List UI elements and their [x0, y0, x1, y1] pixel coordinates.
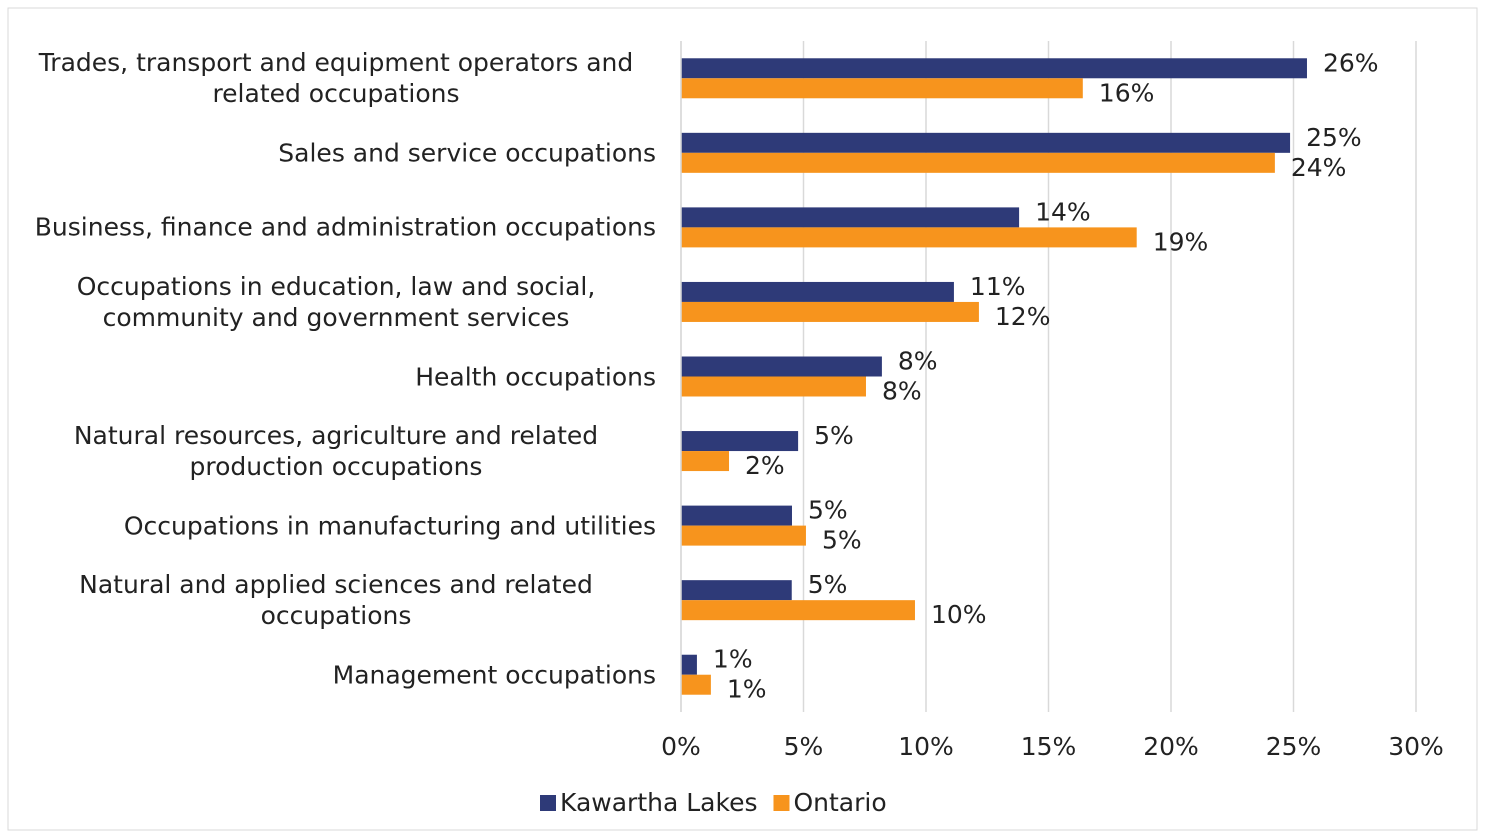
bar	[681, 78, 1083, 99]
x-tick-label: 25%	[1266, 732, 1322, 761]
x-tick-label: 20%	[1143, 732, 1199, 761]
data-label: 16%	[1099, 78, 1155, 107]
x-tick-label: 10%	[898, 732, 954, 761]
data-label: 5%	[808, 570, 848, 599]
data-label: 8%	[898, 347, 938, 376]
data-label: 24%	[1291, 153, 1347, 182]
bar	[681, 451, 730, 472]
category-label-box: Trades, transport and equipment operator…	[6, 47, 656, 109]
data-label: 25%	[1306, 123, 1362, 152]
x-tick-label: 0%	[661, 732, 701, 761]
y-tick-label: Business, finance and administration occ…	[34, 212, 656, 242]
category-label-box: Occupations in education, law and social…	[6, 271, 656, 333]
chart-border	[7, 7, 1478, 831]
bar	[681, 431, 799, 452]
x-tick-label: 5%	[784, 732, 824, 761]
bar	[681, 227, 1137, 248]
y-tick-label: Management occupations	[332, 660, 656, 690]
legend-label: Kawartha Lakes	[560, 788, 757, 817]
data-label: 5%	[814, 421, 854, 450]
bar	[681, 505, 792, 526]
data-label: 2%	[745, 451, 785, 480]
y-tick-label: Occupations in education, law and social…	[76, 271, 596, 332]
data-label: 5%	[808, 496, 848, 525]
x-tick-label: 15%	[1021, 732, 1077, 761]
data-label: 1%	[727, 675, 767, 704]
data-label: 1%	[713, 645, 753, 674]
category-label-box: Sales and service occupations	[6, 137, 656, 168]
bar	[681, 580, 792, 601]
category-label-box: Business, finance and administration occ…	[6, 212, 656, 243]
y-tick-label: Natural resources, agriculture and relat…	[73, 421, 599, 482]
bar	[681, 132, 1291, 153]
bar	[681, 58, 1307, 79]
data-label: 10%	[931, 600, 987, 629]
bar	[681, 207, 1020, 228]
y-tick-label: Sales and service occupations	[278, 138, 656, 168]
data-label: 5%	[822, 526, 862, 555]
category-label-box: Natural resources, agriculture and relat…	[6, 420, 656, 482]
data-label: 11%	[970, 272, 1026, 301]
data-label: 26%	[1323, 48, 1379, 77]
y-tick-label: Natural and applied sciences and related…	[79, 570, 593, 631]
bar	[681, 356, 882, 377]
bar	[681, 674, 711, 695]
category-label-box: Management occupations	[6, 659, 656, 690]
bar	[681, 600, 915, 621]
data-label: 12%	[995, 302, 1051, 331]
category-label-box: Occupations in manufacturing and utiliti…	[6, 510, 656, 541]
data-label: 19%	[1153, 227, 1209, 256]
legend-swatch	[773, 795, 790, 811]
bar	[681, 301, 979, 322]
y-tick-label: Trades, transport and equipment operator…	[38, 48, 634, 109]
legend-swatch	[540, 795, 556, 811]
x-tick-label: 30%	[1388, 732, 1444, 761]
y-tick-label: Health occupations	[415, 362, 656, 391]
data-label: 8%	[882, 377, 922, 406]
data-label: 14%	[1035, 197, 1091, 226]
bar	[681, 281, 954, 302]
legend-label: Ontario	[793, 788, 886, 817]
category-label-box: Natural and applied sciences and related…	[6, 569, 656, 631]
y-tick-label: Occupations in manufacturing and utiliti…	[123, 511, 656, 541]
bar	[681, 654, 697, 675]
bar	[681, 152, 1275, 173]
bar	[681, 525, 806, 546]
bar	[681, 376, 866, 397]
category-label-box: Health occupations	[6, 361, 656, 392]
